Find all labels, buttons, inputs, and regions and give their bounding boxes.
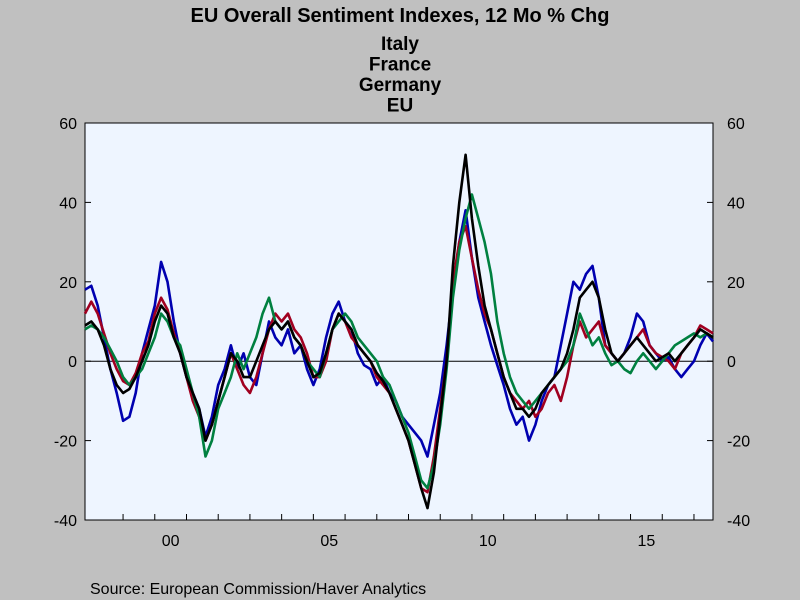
x-tick-label: 05	[320, 533, 338, 550]
legend-item-germany: Germany	[359, 75, 442, 96]
legend-item-france: France	[369, 55, 431, 76]
y-tick-label-left: -40	[54, 513, 77, 530]
y-tick-label-left: 40	[59, 195, 77, 212]
legend-item-eu: EU	[387, 96, 413, 117]
y-tick-label-left: 0	[68, 354, 77, 371]
y-tick-label-left: 20	[59, 275, 77, 292]
series-line-eu	[84, 153, 714, 510]
x-tick-label: 10	[479, 533, 497, 550]
y-axis-right: 60 40 20 0 -20 -40	[707, 116, 750, 530]
x-axis: 00 05 10 15	[122, 514, 695, 550]
y-tick-label-right: 20	[727, 275, 745, 292]
y-tick-label-right: -20	[727, 434, 750, 451]
chart-title: EU Overall Sentiment Indexes, 12 Mo % Ch…	[190, 5, 609, 27]
y-tick-label-right: 60	[727, 116, 745, 133]
y-tick-label-right: 40	[727, 195, 745, 212]
y-tick-label-right: 0	[727, 354, 736, 371]
series-line-germany	[84, 193, 714, 490]
source-note: Source: European Commission/Haver Analyt…	[90, 581, 426, 598]
plot-area	[84, 122, 714, 521]
legend-item-italy: Italy	[381, 34, 419, 55]
y-tick-label-left: -20	[54, 434, 77, 451]
x-tick-label: 00	[162, 533, 180, 550]
y-tick-label-left: 60	[59, 116, 77, 133]
series-group	[83, 153, 715, 510]
y-tick-label-right: -40	[727, 513, 750, 530]
x-tick-label: 15	[637, 533, 655, 550]
y-axis-left: 60 40 20 0 -20 -40	[54, 116, 91, 530]
